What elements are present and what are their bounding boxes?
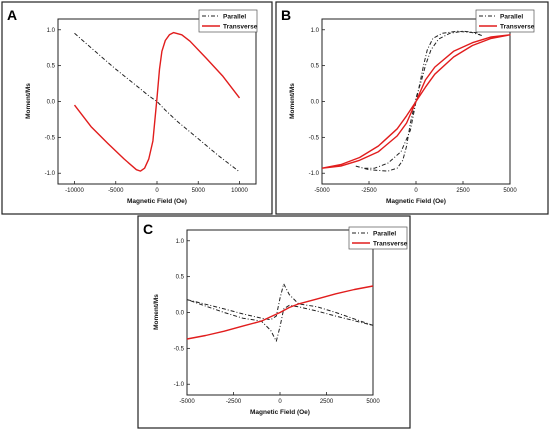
panel-b-ytick-label: -0.5 [309,135,320,141]
panel-a-ytick-label: 0.5 [47,64,56,70]
panel-b-transverse-line [321,34,511,169]
panel-a-ylabel: Moment/Ms [25,83,32,119]
panel-b-ytick-label: -1.0 [309,171,320,177]
panel-a-frame [1,1,273,215]
panel-c-xtick-label: -2500 [226,399,242,405]
panel-c-xtick-label: 2500 [320,399,334,405]
panel-c-xtick-label: 0 [278,399,282,405]
panel-c-letter: C [143,221,153,237]
panel-a-xlabel: Magnetic Field (Oe) [127,198,187,205]
panel-b-marks: -5000 -2500 0 2500 5000 -1.0 -0.5 0.0 0.5 1.0 [309,28,518,194]
panel-b-xtick-label: 2500 [456,188,470,194]
panel-b-xlabel: Magnetic Field (Oe) [386,198,446,205]
panel-a-xtick-label: 10000 [231,188,248,194]
panel-a-legend-transverse-label: Transverse [223,24,258,31]
panel-b: B -5000 -2500 0 2500 5000 -1.0 -0.5 0.0 0.5 1.0 M… [275,1,549,215]
panel-c-xtick-label: 5000 [366,399,380,405]
panel-a: A -10000 -5000 0 5000 10000 -1.0 -0.5 0.0 0.5 1.0… [1,1,273,215]
panel-a-xtick-label: 0 [155,188,159,194]
panel-b-xtick-label: 0 [414,188,418,194]
panel-c: C -5000 -2500 0 2500 5000 -1.0 -0.5 0.0 0.5 1.0 M… [137,215,411,429]
panel-c-transverse-line [186,285,374,340]
panel-b-ytick-label: 0.5 [311,64,320,70]
panel-c-parallel-line [186,283,374,342]
panel-b-legend-transverse-label: Transverse [500,24,535,31]
panel-a-xtick-label: -10000 [65,188,84,194]
panel-c-ytick-label: 0.5 [176,275,185,281]
panel-a-parallel-line [74,32,240,173]
panel-b-legend-parallel-label: Parallel [500,14,523,21]
panel-a-legend-parallel-label: Parallel [223,14,246,21]
panel-c-ylabel: Moment/Ms [153,294,160,330]
panel-a-ytick-label: 1.0 [47,28,56,34]
panel-c-ytick-label: -0.5 [174,346,185,352]
panel-c-xlabel: Magnetic Field (Oe) [250,409,310,416]
panel-c-ytick-label: -1.0 [174,382,185,388]
panel-b-xtick-label: -5000 [314,188,330,194]
panel-c-legend-parallel-label: Parallel [373,231,396,238]
panel-b-ytick-label: 1.0 [311,28,320,34]
panel-c-legend-transverse-label: Transverse [373,241,408,248]
panel-a-xtick-label: 5000 [192,188,206,194]
panel-a-ytick-label: -0.5 [45,135,56,141]
panel-b-xtick-label: 5000 [503,188,517,194]
panel-a-transverse-line [73,31,241,172]
panel-c-legend: Parallel Transverse [348,226,408,250]
panel-b-ytick-label: 0.0 [311,100,320,106]
panel-c-marks: -5000 -2500 0 2500 5000 -1.0 -0.5 0.0 0.5 1.0 [174,239,381,405]
panel-c-xtick-label: -5000 [179,399,195,405]
panel-b-parallel-line [355,30,483,172]
panel-b-xtick-label: -2500 [361,188,377,194]
panel-b-letter: B [281,7,291,23]
panel-c-ytick-label: 1.0 [176,239,185,245]
panel-a-xtick-label: -5000 [108,188,124,194]
panel-b-ylabel: Moment/Ms [289,83,296,119]
panel-a-letter: A [7,7,17,23]
panel-a-ytick-label: 0.0 [47,100,56,106]
panel-b-legend: Parallel Transverse [475,9,535,33]
panel-c-ytick-label: 0.0 [176,311,185,317]
panel-a-legend: Parallel Transverse [198,9,258,33]
panel-a-ytick-label: -1.0 [45,171,56,177]
panel-a-marks: -10000 -5000 0 5000 10000 -1.0 -0.5 0.0 0.5 1.0 [45,28,249,194]
